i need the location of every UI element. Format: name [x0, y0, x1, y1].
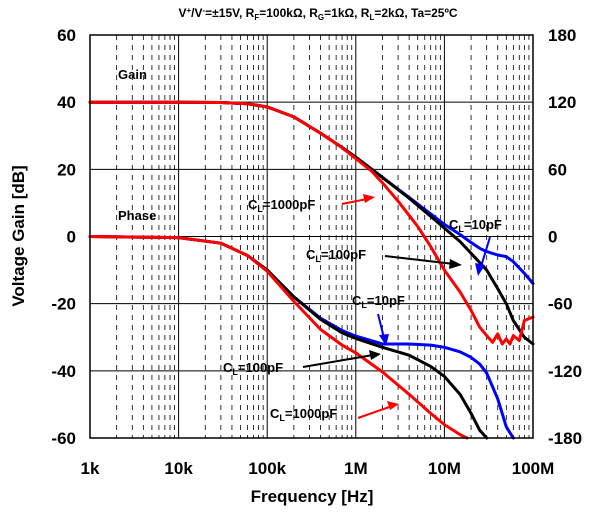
x-tick-label: 10k	[164, 459, 193, 478]
gain-100pf-arrow	[384, 255, 455, 265]
y-tick-label: 40	[57, 93, 76, 112]
phase-100pf-arrowhead	[369, 350, 381, 360]
phase-10pf-arrow	[377, 313, 385, 339]
y2-tick-label: -180	[548, 429, 582, 448]
x-tick-label: 1M	[344, 459, 368, 478]
y-tick-label: 60	[57, 26, 76, 45]
x-tick-label: 10M	[428, 459, 461, 478]
annotations: Gain Phase CL=1000pF CL=10pF CL=100pF CL…	[118, 67, 502, 423]
y-axis-title: Voltage Gain [dB]	[9, 165, 28, 306]
y-tick-label: -20	[51, 295, 76, 314]
gain-100pf-arrowhead	[449, 259, 462, 269]
series-group	[88, 100, 535, 440]
phase-100pf-arrow	[302, 354, 374, 368]
x-tick-label: 1k	[81, 459, 100, 478]
x-tick-label: 100M	[512, 459, 555, 478]
conditions-title: V+/V-=±15V, RF=100kΩ, RG=1kΩ, RL=2kΩ, Ta…	[178, 6, 457, 22]
x-axis-title: Frequency [Hz]	[251, 487, 374, 506]
gain-10pf-label: CL=10pF	[449, 217, 502, 234]
x-tick-label: 100k	[248, 459, 286, 478]
y-tick-label: 0	[67, 228, 76, 247]
gain-1000pf-arrowhead	[363, 194, 375, 203]
y-tick-label: -40	[51, 362, 76, 381]
phase-100pf-label: CL=100pF	[223, 360, 283, 377]
plot-frame	[89, 34, 534, 439]
phase-1000pf-line	[88, 235, 469, 440]
gain-1000pf-line	[88, 100, 535, 346]
y2-tick-label: -120	[548, 362, 582, 381]
tick-labels: 1k 10k 100k 1M 10M 100M 60 40 20 0 -20 -40 -60 180 120…	[51, 26, 582, 478]
y2-tick-label: 60	[548, 160, 567, 179]
gain-100pf-label: CL=100pF	[306, 247, 366, 264]
y2-tick-label: 0	[548, 228, 557, 247]
phase-group-label: Phase	[118, 208, 156, 223]
y2-tick-label: 120	[548, 93, 576, 112]
gain-1000pf-label: CL=1000pF	[248, 197, 315, 214]
gain-group-label: Gain	[118, 67, 147, 82]
phase-10pf-label: CL=10pF	[352, 293, 405, 310]
y2-tick-label: 180	[548, 26, 576, 45]
y-tick-label: 20	[57, 160, 76, 179]
phase-1000pf-arrow	[357, 405, 393, 419]
y2-tick-label: -60	[548, 295, 573, 314]
phase-10pf-arrowhead	[379, 334, 389, 346]
y-tick-label: -60	[51, 429, 76, 448]
gain-10pf-arrowhead	[475, 263, 485, 276]
phase-1000pf-arrowhead	[387, 401, 399, 410]
phase-1000pf-label: CL=1000pF	[270, 406, 337, 423]
